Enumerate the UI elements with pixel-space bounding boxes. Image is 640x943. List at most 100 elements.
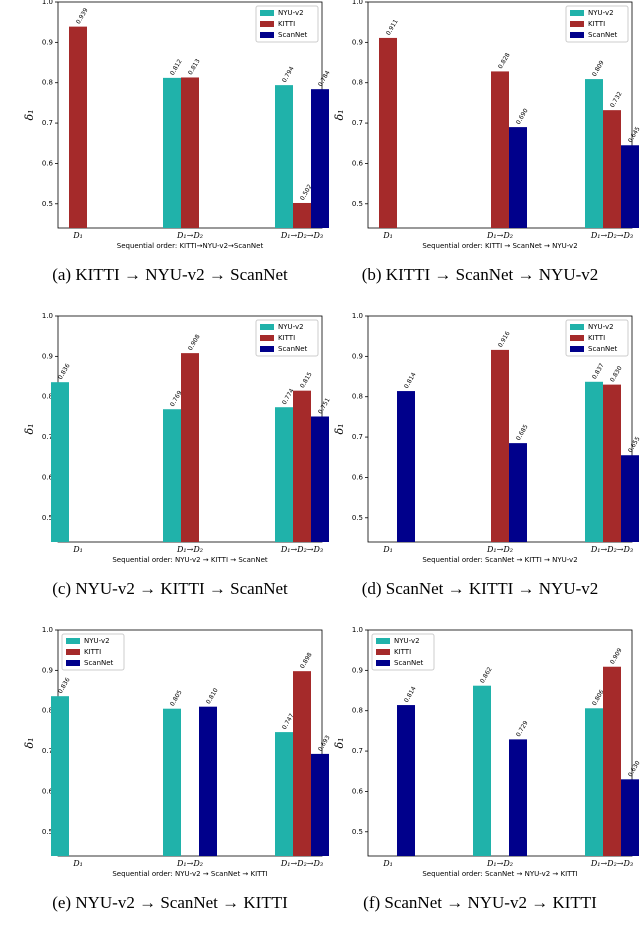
y-tick-label: 0.8 [42, 79, 53, 87]
value-label: 0.837 [591, 362, 606, 381]
caption: (c) NYU-v2 → KITTI → ScanNet [52, 579, 288, 598]
value-label: 0.909 [609, 647, 624, 666]
value-label: 0.814 [403, 371, 418, 390]
bar [585, 79, 603, 228]
legend-label: NYU-v2 [84, 637, 110, 645]
x-tick-label: D₁ [382, 859, 393, 868]
x-tick-label: D₁ [382, 545, 393, 554]
bar [621, 455, 639, 542]
bar [509, 739, 527, 856]
value-label: 0.813 [187, 58, 202, 77]
value-label: 0.828 [497, 52, 512, 71]
bar [585, 381, 603, 542]
x-tick-label: D₁→D₂ [486, 545, 513, 554]
legend-label: KITTI [588, 334, 605, 342]
x-axis-label: Sequential order: ScanNet → KITTI → NYU-… [422, 556, 577, 564]
legend-label: NYU-v2 [278, 9, 304, 17]
x-tick-label: D₁ [72, 545, 83, 554]
bar [275, 85, 293, 228]
legend-swatch [570, 335, 584, 341]
legend-label: KITTI [84, 648, 101, 656]
y-tick-label: 0.7 [42, 119, 53, 127]
y-tick-label: 1.0 [352, 626, 363, 634]
y-tick-label: 1.0 [42, 0, 53, 6]
y-tick-label: 0.9 [42, 38, 53, 46]
y-tick-label: 0.8 [42, 393, 53, 401]
bar [275, 407, 293, 542]
legend-swatch [260, 324, 274, 330]
y-tick-label: 0.8 [352, 707, 363, 715]
y-tick-label: 0.6 [42, 787, 54, 795]
value-label: 0.836 [57, 362, 72, 381]
x-tick-label: D₁→D₂→D₃ [280, 545, 323, 554]
bar [509, 443, 527, 542]
value-label: 0.830 [609, 365, 624, 384]
bar [293, 202, 311, 228]
x-tick-label: D₁→D₂→D₃ [590, 231, 633, 240]
y-axis-label: δ₁ [333, 423, 346, 434]
x-tick-label: D₁ [72, 859, 83, 868]
y-tick-label: 0.7 [42, 433, 53, 441]
bar [603, 110, 621, 228]
y-tick-label: 0.9 [42, 666, 53, 674]
y-tick-label: 0.5 [42, 200, 53, 208]
bar [69, 26, 87, 228]
value-label: 0.729 [515, 720, 530, 739]
y-tick-label: 1.0 [352, 312, 363, 320]
legend-swatch [260, 335, 274, 341]
legend-swatch [260, 32, 274, 38]
y-tick-label: 0.5 [352, 200, 363, 208]
legend-swatch [66, 638, 80, 644]
x-tick-label: D₁→D₂ [176, 231, 203, 240]
value-label: 0.690 [515, 107, 530, 126]
bar [275, 732, 293, 856]
x-axis-label: Sequential order: NYU-v2 → ScanNet → KIT… [112, 870, 267, 878]
bar [621, 145, 639, 228]
bar [509, 127, 527, 228]
y-tick-label: 0.7 [352, 433, 363, 441]
value-label: 0.685 [515, 423, 530, 442]
x-tick-label: D₁→D₂→D₃ [280, 231, 323, 240]
legend-label: KITTI [278, 20, 295, 28]
legend-swatch [376, 649, 390, 655]
bar [585, 708, 603, 856]
y-axis-label: δ₁ [23, 109, 36, 120]
y-axis-label: δ₁ [333, 109, 346, 120]
bar [51, 696, 69, 856]
x-axis-label: Sequential order: ScanNet → NYU-v2 → KIT… [422, 870, 577, 878]
bar [163, 409, 181, 542]
x-tick-label: D₁ [382, 231, 393, 240]
value-label: 0.732 [609, 90, 624, 109]
value-label: 0.645 [627, 125, 640, 144]
legend-label: KITTI [394, 648, 411, 656]
y-axis-label: δ₁ [23, 737, 36, 748]
y-tick-label: 1.0 [42, 312, 53, 320]
y-tick-label: 0.8 [352, 393, 363, 401]
caption: (f) ScanNet → NYU-v2 → KITTI [363, 893, 597, 912]
bar [473, 685, 491, 856]
value-label: 0.809 [591, 59, 606, 78]
y-tick-label: 0.7 [352, 119, 363, 127]
legend-label: ScanNet [588, 345, 618, 353]
legend-label: NYU-v2 [394, 637, 420, 645]
y-tick-label: 0.6 [352, 473, 364, 481]
legend-label: ScanNet [84, 659, 114, 667]
y-tick-label: 0.9 [352, 352, 363, 360]
legend-swatch [260, 10, 274, 16]
bar [397, 705, 415, 856]
y-tick-label: 0.9 [352, 38, 363, 46]
value-label: 0.810 [205, 687, 220, 706]
y-tick-label: 0.7 [42, 747, 53, 755]
bar [379, 37, 397, 228]
value-label: 0.812 [169, 58, 184, 77]
value-label: 0.751 [317, 397, 332, 416]
value-label: 0.814 [403, 685, 418, 704]
bar [311, 89, 329, 229]
legend-swatch [570, 324, 584, 330]
value-label: 0.805 [169, 689, 184, 708]
legend-swatch [570, 21, 584, 27]
y-tick-label: 0.6 [42, 473, 54, 481]
value-label: 0.911 [385, 18, 400, 37]
